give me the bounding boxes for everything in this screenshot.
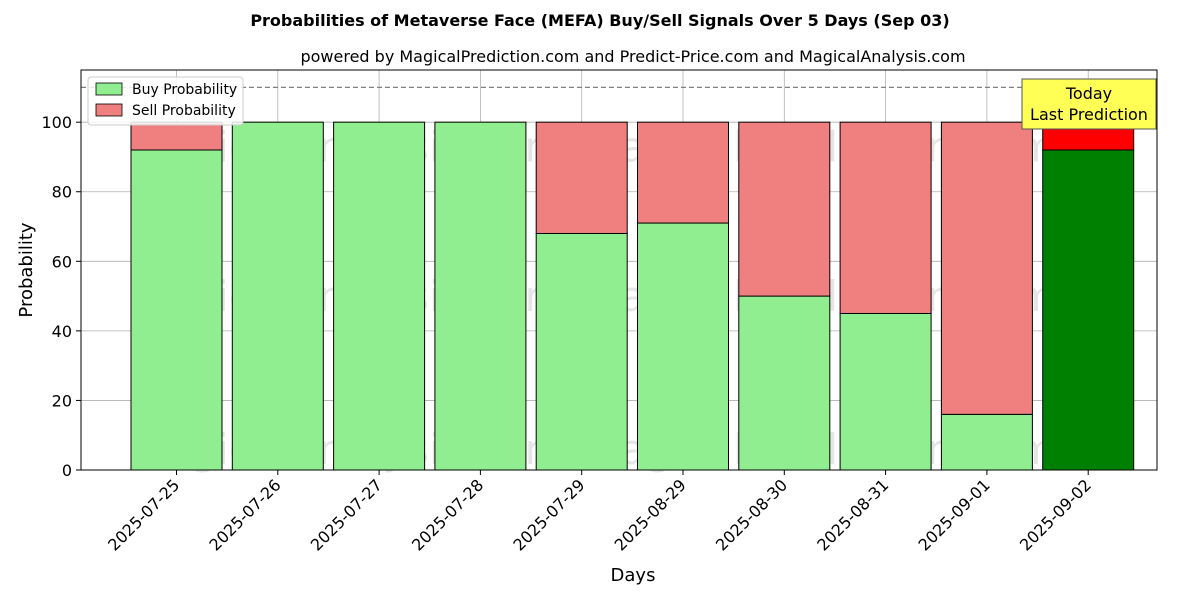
annotation-line-1: Today	[1065, 84, 1112, 103]
y-tick-label: 40	[52, 322, 72, 341]
bar-sell	[130, 121, 223, 151]
chart-title: Probabilities of Metaverse Face (MEFA) B…	[250, 11, 949, 30]
bar-buy	[535, 232, 628, 471]
bar-sell	[535, 121, 628, 234]
bar-sell	[738, 121, 831, 297]
bar-buy	[130, 149, 223, 471]
x-axis-label: Days	[611, 565, 656, 586]
bar-sell	[940, 121, 1033, 415]
chart-subtitle: powered by MagicalPrediction.com and Pre…	[300, 47, 965, 66]
legend-label-buy: Buy Probability	[132, 82, 237, 98]
annotation-line-2: Last Prediction	[1030, 105, 1148, 124]
bar-buy	[839, 312, 932, 471]
plot-frame	[80, 69, 1158, 471]
legend-swatch-buy	[95, 82, 123, 96]
bars	[130, 121, 1135, 471]
y-axis-label: Probability	[16, 222, 37, 317]
y-tick-label: 0	[62, 461, 72, 480]
bar-buy	[1042, 149, 1135, 471]
bar-buy	[434, 121, 527, 471]
y-tick-label: 60	[52, 252, 72, 271]
bar-buy	[333, 121, 426, 471]
bar-buy	[231, 121, 324, 471]
y-tick-label: 80	[52, 183, 72, 202]
bar-buy	[940, 413, 1033, 471]
y-tick-label: 20	[52, 391, 72, 410]
bar-buy	[738, 295, 831, 471]
legend-swatch-sell	[95, 103, 123, 117]
legend-label-sell: Sell Probability	[132, 103, 236, 119]
legend: Buy Probability Sell Probability	[87, 76, 244, 126]
bar-sell	[637, 121, 729, 224]
today-annotation: Today Last Prediction	[1021, 78, 1157, 130]
bar-sell	[839, 121, 932, 314]
annotation-box	[1021, 78, 1157, 130]
legend-box	[87, 76, 244, 126]
y-tick-label: 100	[41, 113, 72, 132]
y-axis: 0 20 40 60 80 100	[41, 113, 81, 480]
bar-buy	[637, 222, 729, 471]
